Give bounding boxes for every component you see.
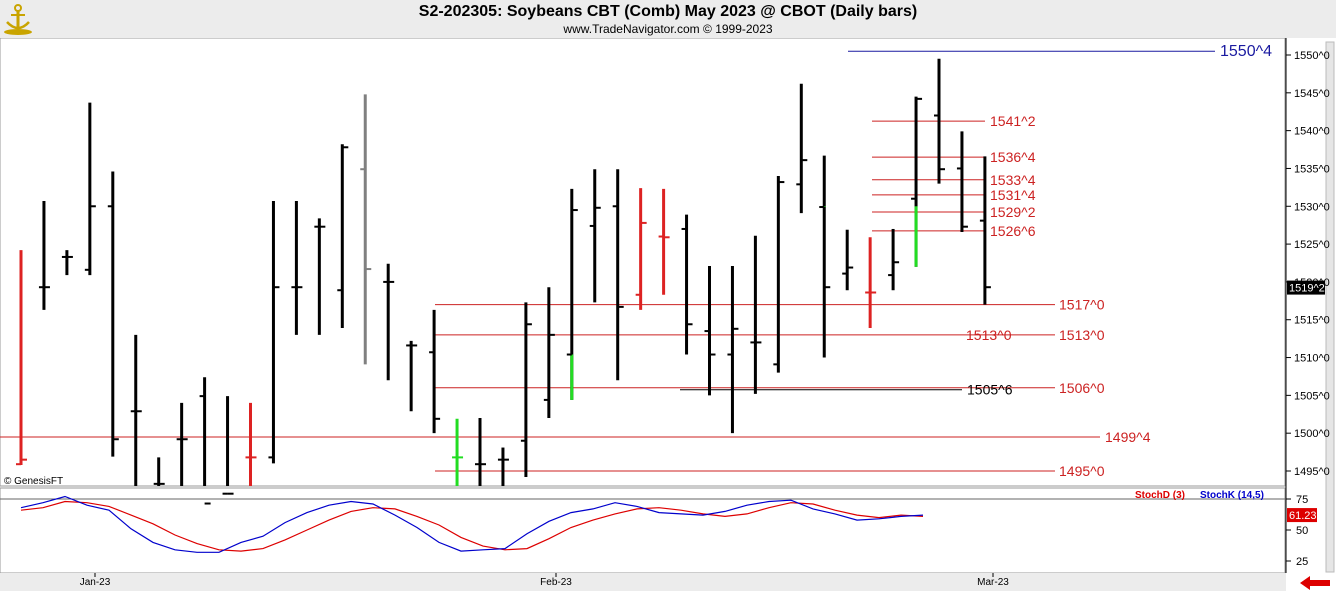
last-price-label: 1519^2 [1289, 283, 1325, 295]
anchor-logo [4, 4, 32, 35]
scroll-left-arrow-icon[interactable] [1300, 576, 1330, 590]
chart-header [0, 0, 1336, 38]
stochD-legend: StochD (3) [1135, 490, 1185, 501]
level-label: 1529^2 [990, 204, 1036, 220]
level-label: 1513^0 [1059, 327, 1105, 343]
x-tick-label: Jan-23 [80, 577, 111, 588]
level-label: 1531^4 [990, 187, 1036, 203]
level-label: 1517^0 [1059, 297, 1105, 313]
stoch-y-tick-label: 50 [1296, 525, 1308, 537]
level-label: 1536^4 [990, 149, 1036, 165]
level-label: 1533^4 [990, 172, 1036, 188]
x-tick-label: Feb-23 [540, 577, 572, 588]
level-label: 1513^0 [966, 327, 1012, 343]
y-tick-label: 1500^0 [1294, 428, 1330, 440]
x-axis-area [0, 573, 1286, 591]
y-tick-label: 1545^0 [1294, 88, 1330, 100]
stochK-legend: StochK (14,5) [1200, 490, 1264, 501]
stoch-last-value: 61.23 [1289, 510, 1317, 522]
axis-scrollbar [1325, 41, 1335, 573]
y-tick-label: 1525^0 [1294, 239, 1330, 251]
y-tick-label: 1540^0 [1294, 126, 1330, 138]
level-label: 1541^2 [990, 113, 1036, 129]
stoch-y-tick-label: 25 [1296, 556, 1308, 568]
stochK-line [20, 495, 924, 553]
watermark-text: © GenesisFT [4, 476, 63, 487]
level-label: 1550^4 [1220, 43, 1272, 60]
last-price-box [1287, 280, 1325, 295]
y-tick-label: 1530^0 [1294, 201, 1330, 213]
chart-title: S2-202305: Soybeans CBT (Comb) May 2023 … [418, 3, 918, 20]
level-label: 1495^0 [1059, 463, 1105, 479]
y-tick-label: 1515^0 [1294, 315, 1330, 327]
stochastic-panel [0, 487, 1286, 574]
level-label: 1526^6 [990, 223, 1036, 239]
stoch-last-box [1287, 508, 1317, 523]
price-panel [0, 38, 1286, 487]
level-label: 1506^0 [1059, 380, 1105, 396]
y-tick-label: 1505^0 [1294, 390, 1330, 402]
stochD-line [20, 500, 924, 552]
y-tick-label: 1495^0 [1294, 466, 1330, 478]
y-tick-label: 1535^0 [1294, 163, 1330, 175]
y-tick-label: 1550^0 [1294, 50, 1330, 62]
level-label: 1499^4 [1105, 429, 1151, 445]
chart-canvas: 1550^01545^01540^01535^01530^01525^01520… [0, 38, 1336, 591]
stoch-y-tick-label: 75 [1296, 494, 1308, 506]
level-label: 1505^6 [967, 382, 1013, 398]
x-tick-label: Mar-23 [977, 577, 1009, 588]
y-tick-label: 1510^0 [1294, 353, 1330, 365]
chart-subtitle: www.TradeNavigator.com © 1999-2023 [563, 22, 773, 36]
